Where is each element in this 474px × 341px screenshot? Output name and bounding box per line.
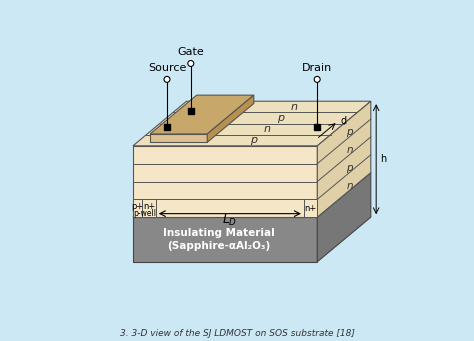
Polygon shape bbox=[133, 173, 371, 217]
Text: p: p bbox=[346, 163, 353, 173]
Text: Gate: Gate bbox=[177, 47, 204, 57]
Polygon shape bbox=[143, 199, 156, 217]
Text: Drain: Drain bbox=[302, 63, 332, 73]
Text: n: n bbox=[264, 124, 271, 134]
Polygon shape bbox=[317, 101, 371, 217]
Polygon shape bbox=[133, 217, 317, 262]
Text: p: p bbox=[346, 128, 353, 137]
Text: p+: p+ bbox=[132, 202, 144, 211]
Polygon shape bbox=[133, 199, 143, 217]
Text: Insulating Material
(Sapphire-αAl₂O₃): Insulating Material (Sapphire-αAl₂O₃) bbox=[163, 228, 275, 251]
Polygon shape bbox=[133, 146, 317, 217]
Text: h: h bbox=[380, 154, 386, 164]
Bar bbox=[314, 124, 320, 130]
Text: p: p bbox=[250, 135, 257, 145]
Text: d: d bbox=[340, 116, 346, 126]
Text: n: n bbox=[346, 181, 353, 191]
Text: p: p bbox=[277, 113, 284, 123]
Circle shape bbox=[314, 76, 320, 83]
Polygon shape bbox=[317, 173, 371, 262]
Text: p-well: p-well bbox=[133, 209, 156, 219]
Bar bbox=[164, 124, 170, 130]
Polygon shape bbox=[207, 95, 254, 142]
Text: n: n bbox=[346, 145, 353, 155]
Text: $L_D$: $L_D$ bbox=[222, 213, 237, 228]
Text: Source: Source bbox=[148, 63, 186, 73]
Bar bbox=[188, 108, 194, 114]
Text: n: n bbox=[291, 102, 298, 112]
Text: n+: n+ bbox=[304, 204, 317, 213]
Polygon shape bbox=[150, 134, 207, 142]
Text: 3. 3-D view of the SJ LDMOST on SOS substrate [18]: 3. 3-D view of the SJ LDMOST on SOS subs… bbox=[119, 329, 355, 338]
Polygon shape bbox=[304, 199, 317, 217]
Polygon shape bbox=[133, 101, 371, 146]
Text: n+: n+ bbox=[143, 202, 155, 211]
Polygon shape bbox=[150, 95, 254, 134]
Circle shape bbox=[188, 60, 194, 66]
Circle shape bbox=[164, 76, 170, 83]
